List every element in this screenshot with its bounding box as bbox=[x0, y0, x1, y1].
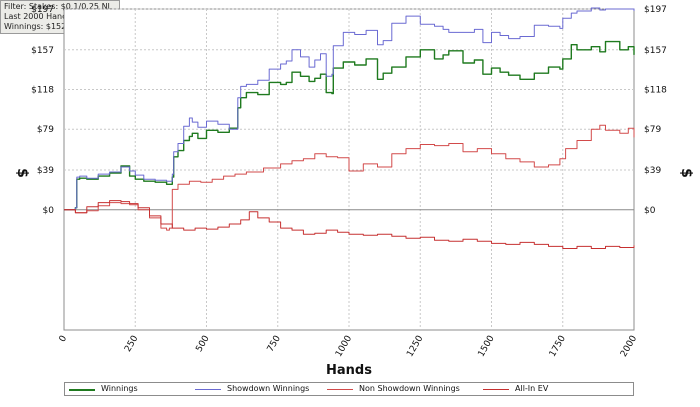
y-axis-title-right: $ bbox=[678, 168, 694, 178]
series-line-winnings bbox=[64, 40, 635, 211]
y-tick-label-left: $157 bbox=[31, 46, 54, 56]
x-tick-label: 0 bbox=[58, 334, 70, 344]
y-axis-title-left: $ bbox=[14, 168, 30, 178]
y-tick-label-left: $118 bbox=[31, 86, 54, 96]
x-tick-label: 1500 bbox=[477, 334, 497, 359]
y-tick-label-right: $0 bbox=[644, 206, 656, 216]
legend-label: Non Showdown Winnings bbox=[359, 384, 460, 393]
legend-label: Winnings bbox=[101, 384, 138, 393]
legend-swatch bbox=[327, 389, 353, 390]
x-tick-label: 250 bbox=[123, 334, 140, 354]
x-tick-label: 750 bbox=[266, 334, 283, 354]
y-tick-label-right: $118 bbox=[644, 86, 667, 96]
y-tick-label-right: $39 bbox=[644, 166, 661, 176]
y-tick-label-right: $79 bbox=[644, 125, 661, 135]
y-tick-label-left: $79 bbox=[37, 125, 54, 135]
series-line-non-showdown-winnings bbox=[64, 124, 635, 231]
y-tick-label-left: $0 bbox=[43, 206, 55, 216]
hands-text: Last 2000 Hands bbox=[4, 12, 72, 21]
x-tick-label: 1750 bbox=[548, 334, 568, 359]
y-tick-label-left: $39 bbox=[37, 166, 54, 176]
y-tick-label-left: $197 bbox=[31, 5, 54, 15]
series-line-showdown-winnings bbox=[64, 7, 635, 211]
legend-label: All-In EV bbox=[515, 384, 549, 393]
chart-legend: Winnings Showdown Winnings Non Showdown Wi… bbox=[64, 382, 634, 396]
legend-label: Showdown Winnings bbox=[227, 384, 310, 393]
winnings-text: Winnings: $152.42 bbox=[4, 22, 79, 31]
y-tick-label-right: $157 bbox=[644, 46, 667, 56]
x-tick-label: 1250 bbox=[405, 334, 425, 359]
legend-swatch bbox=[69, 389, 95, 391]
x-axis-title: Hands bbox=[326, 363, 372, 378]
legend-swatch bbox=[195, 389, 221, 390]
series-line-all-in-ev bbox=[64, 200, 635, 249]
legend-swatch bbox=[483, 389, 509, 390]
x-tick-label: 2000 bbox=[619, 334, 639, 359]
filter-text: Filter: Stakes: $0.1/0.25 NL bbox=[4, 2, 113, 11]
x-tick-label: 1000 bbox=[334, 334, 354, 359]
x-tick-label: 500 bbox=[194, 334, 211, 354]
y-tick-label-right: $197 bbox=[644, 5, 667, 15]
